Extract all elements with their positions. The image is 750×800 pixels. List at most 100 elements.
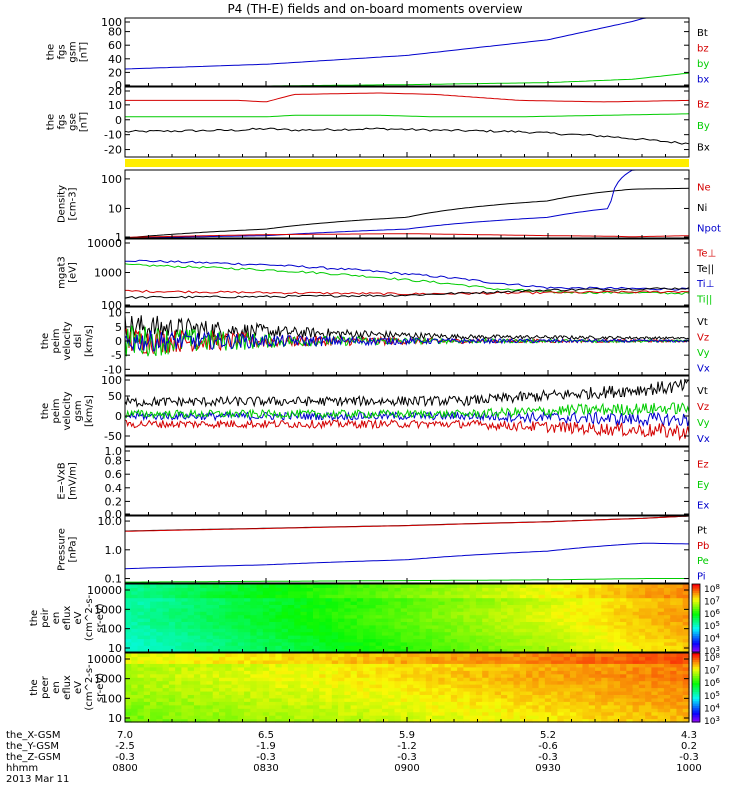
heatmap-cell xyxy=(275,631,283,636)
heatmap-cell xyxy=(250,631,258,636)
heatmap-cell xyxy=(457,611,464,616)
heatmap-cell xyxy=(438,677,446,682)
heatmap-cell xyxy=(225,614,233,619)
heatmap-cell xyxy=(137,701,145,706)
heatmap-cell xyxy=(287,653,295,658)
heatmap-cell xyxy=(275,687,283,692)
heatmap-cell xyxy=(663,584,671,588)
heatmap-cell xyxy=(281,611,289,616)
heatmap-cell xyxy=(250,653,258,658)
panel-frame xyxy=(124,86,690,158)
heatmap-cell xyxy=(187,673,195,678)
heatmap-cell xyxy=(244,594,251,599)
heatmap-cell xyxy=(651,701,659,706)
heatmap-cell xyxy=(369,587,377,592)
heatmap-cell xyxy=(131,715,139,720)
heatmap-cell xyxy=(557,659,565,664)
heatmap-cell xyxy=(469,594,477,599)
heatmap-cell xyxy=(181,587,189,592)
heatmap-cell xyxy=(438,670,446,675)
heatmap-cell xyxy=(620,597,627,602)
heatmap-cell xyxy=(663,587,671,592)
heatmap-cell xyxy=(363,704,370,709)
heatmap-cell xyxy=(175,648,182,653)
heatmap-cell xyxy=(313,694,320,699)
heatmap-cell xyxy=(513,584,521,588)
heatmap-cell xyxy=(438,590,446,595)
heatmap-cell xyxy=(287,587,295,592)
heatmap-cell xyxy=(256,611,264,616)
heatmap-cell xyxy=(582,587,590,592)
heatmap-cell xyxy=(438,604,446,609)
heatmap-cell xyxy=(212,631,220,636)
heatmap-cell xyxy=(275,648,283,653)
heatmap-cell xyxy=(438,715,446,720)
heatmap-cell xyxy=(350,711,358,716)
heatmap-cell xyxy=(325,590,333,595)
heatmap-cell xyxy=(338,601,345,605)
heatmap-cell xyxy=(244,611,251,616)
heatmap-cell xyxy=(488,607,496,612)
heatmap-cell xyxy=(569,601,577,605)
heatmap-cell xyxy=(407,694,414,699)
heatmap-cell xyxy=(663,641,671,646)
heatmap-cell xyxy=(620,690,627,695)
heatmap-cell xyxy=(657,638,665,643)
y-tick-label: 100 xyxy=(101,299,122,312)
y-axis-label: [cm-3] xyxy=(68,187,79,220)
heatmap-cell xyxy=(338,597,345,602)
heatmap-cell xyxy=(532,715,540,720)
heatmap-cell xyxy=(381,666,389,671)
heatmap-cell xyxy=(444,611,452,616)
heatmap-cell xyxy=(244,624,251,629)
heatmap-cell xyxy=(206,641,214,646)
heatmap-cell xyxy=(350,673,358,678)
heatmap-cell xyxy=(175,645,182,650)
heatmap-cell xyxy=(444,677,452,682)
heatmap-cell xyxy=(381,590,389,595)
heatmap-cell xyxy=(275,697,283,702)
heatmap-cell xyxy=(519,587,527,592)
heatmap-cell xyxy=(557,701,565,706)
heatmap-cell xyxy=(519,584,527,588)
heatmap-cell xyxy=(482,711,490,716)
heatmap-cell xyxy=(613,690,621,695)
heatmap-cell xyxy=(432,694,439,699)
heatmap-cell xyxy=(419,601,427,605)
heatmap-cell xyxy=(287,618,295,622)
heatmap-cell xyxy=(663,697,671,702)
heatmap-cell xyxy=(657,680,665,685)
heatmap-cell xyxy=(425,628,433,633)
heatmap-cell xyxy=(269,635,276,639)
heatmap-cell xyxy=(507,631,515,636)
heatmap-cell xyxy=(212,690,220,695)
heatmap-cell xyxy=(225,656,233,661)
heatmap-cell xyxy=(676,590,684,595)
heatmap-cell xyxy=(551,666,558,671)
heatmap-cell xyxy=(457,697,464,702)
heatmap-cell xyxy=(150,687,157,692)
heatmap-cell xyxy=(682,590,690,595)
heatmap-cell xyxy=(544,694,552,699)
heatmap-cell xyxy=(256,715,264,720)
y-axis-label: Density xyxy=(57,185,68,223)
heatmap-cell xyxy=(193,673,201,678)
heatmap-cell xyxy=(375,680,383,685)
heatmap-cell xyxy=(557,631,565,636)
heatmap-cell xyxy=(519,614,527,619)
heatmap-cell xyxy=(200,590,208,595)
heatmap-cell xyxy=(519,597,527,602)
heatmap-cell xyxy=(657,684,665,689)
heatmap-cell xyxy=(463,656,471,661)
heatmap-cell xyxy=(219,673,226,678)
heatmap-cell xyxy=(250,584,258,588)
heatmap-cell xyxy=(294,704,302,709)
heatmap-cell xyxy=(162,708,170,713)
heatmap-cell xyxy=(413,590,421,595)
heatmap-cell xyxy=(469,659,477,664)
heatmap-cell xyxy=(457,590,464,595)
heatmap-cell xyxy=(557,673,565,678)
heatmap-cell xyxy=(532,653,540,658)
heatmap-cell xyxy=(532,645,540,650)
heatmap-cell xyxy=(670,677,678,682)
